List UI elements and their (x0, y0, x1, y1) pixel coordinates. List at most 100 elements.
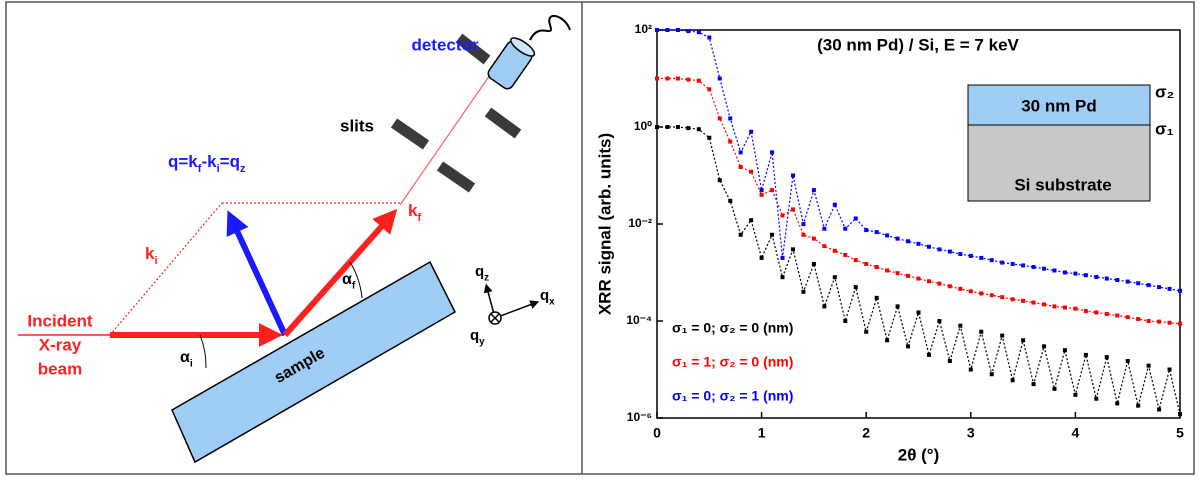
data-point (916, 241, 921, 246)
x-tick-label: 3 (967, 425, 975, 441)
data-point (1136, 403, 1141, 408)
x-tick-label: 1 (758, 425, 766, 441)
data-point (1021, 298, 1026, 303)
data-point (759, 255, 764, 260)
data-point (864, 261, 869, 266)
qx-label: qx (540, 287, 555, 307)
data-point (989, 372, 994, 377)
kf-label: kf (408, 201, 421, 223)
data-point (1178, 321, 1182, 326)
data-point (947, 358, 952, 363)
data-point (1115, 401, 1120, 406)
data-point (822, 226, 827, 231)
slit (436, 161, 476, 193)
data-point (707, 135, 712, 140)
data-point (822, 304, 827, 309)
data-point (686, 126, 691, 131)
data-point (843, 226, 848, 231)
ki-label-main: k (145, 244, 155, 263)
slit (390, 118, 430, 150)
slits-label: slits (340, 116, 374, 135)
ki-label: ki (145, 244, 158, 266)
alpha-f-label-sub: f (352, 280, 356, 291)
data-point (1157, 407, 1162, 412)
data-point (1125, 358, 1130, 363)
alpha-i-label: αi (180, 349, 193, 369)
data-point (1042, 302, 1047, 307)
data-point (1094, 274, 1099, 279)
data-point (1031, 300, 1036, 305)
data-point (1104, 276, 1109, 281)
data-point (832, 202, 837, 207)
kf-label-sub: f (417, 212, 421, 224)
series-line (657, 126, 1181, 415)
qy-label-main: q (470, 327, 479, 344)
data-point (958, 252, 963, 257)
data-point (1094, 310, 1099, 315)
detector-cable (529, 15, 571, 41)
qy-label: qy (470, 327, 485, 347)
data-point (1073, 392, 1078, 397)
data-point (655, 28, 659, 32)
data-point (1073, 306, 1078, 311)
qy-cross (490, 313, 500, 323)
y-axis-title: XRR signal (arb. units) (595, 133, 614, 315)
data-point (759, 188, 764, 193)
incident-label: X-ray (39, 335, 82, 354)
data-point (1178, 412, 1182, 417)
q-label-main: q=k (168, 152, 198, 171)
data-point (717, 116, 722, 121)
alpha-i-label-sub: i (190, 358, 193, 369)
q-label: q=kf-ki=qz (168, 152, 246, 174)
data-point (1031, 382, 1036, 387)
qx-label-main: q (540, 287, 549, 304)
ki-line (109, 202, 223, 336)
data-point (1104, 355, 1109, 360)
data-point (958, 323, 963, 328)
data-point (790, 173, 795, 178)
data-point (749, 218, 754, 223)
data-point (874, 295, 879, 300)
data-point (675, 76, 680, 81)
data-point (979, 255, 984, 260)
q-label-main: -k (201, 152, 217, 171)
q-label-sub: z (240, 163, 246, 175)
data-point (1115, 313, 1120, 318)
diagram: detector slits sample kikfαiαfqxqyqzq=kf… (18, 15, 571, 464)
data-point (853, 258, 858, 263)
data-point (1083, 273, 1088, 278)
data-point (1146, 319, 1151, 323)
data-point (864, 228, 869, 233)
data-point (989, 258, 994, 263)
data-point (968, 289, 973, 294)
data-point (728, 198, 733, 203)
angle-arc-i (199, 334, 207, 369)
data-point (675, 28, 680, 32)
data-point (1125, 279, 1130, 284)
data-point (1000, 260, 1005, 265)
inset-bottom-label: Si substrate (1014, 175, 1111, 194)
qx-label-sub: x (549, 296, 555, 307)
data-point (738, 164, 743, 169)
detector-icon (487, 37, 536, 90)
data-point (906, 239, 911, 244)
y-tick-label: 10⁻⁴ (626, 313, 652, 327)
q-label-sub: f (198, 163, 202, 175)
incident-label: beam (38, 359, 82, 378)
y-tick-label: 10⁰ (634, 119, 652, 133)
data-point (874, 264, 879, 269)
data-point (759, 192, 764, 197)
data-point (832, 275, 837, 280)
data-point (1167, 320, 1172, 325)
data-point (1083, 309, 1088, 314)
chart-title: (30 nm Pd) / Si, E = 7 keV (817, 35, 1019, 54)
data-point (749, 169, 754, 174)
data-point (895, 271, 900, 276)
q-label-sub: i (217, 163, 220, 175)
data-point (801, 232, 806, 237)
data-point (1000, 295, 1005, 300)
data-point (675, 125, 680, 129)
data-point (686, 77, 691, 82)
data-point (1136, 281, 1141, 286)
